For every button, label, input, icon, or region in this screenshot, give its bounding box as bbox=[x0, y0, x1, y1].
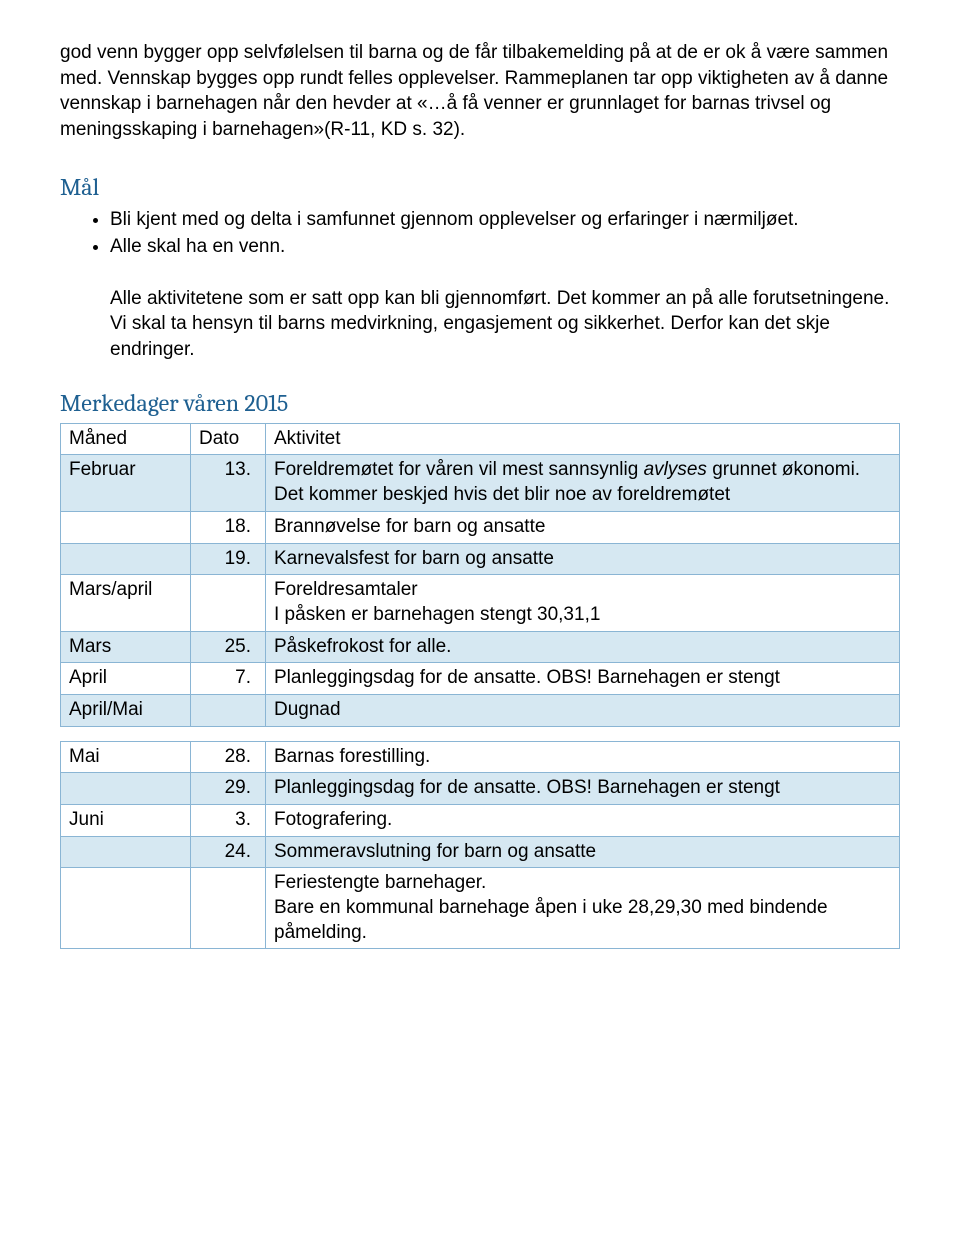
cell-month: Mars bbox=[61, 631, 191, 663]
cell-date: 29. bbox=[191, 773, 266, 805]
th-date: Dato bbox=[191, 423, 266, 455]
th-activity: Aktivitet bbox=[266, 423, 900, 455]
table-row: Februar13.Foreldremøtet for våren vil me… bbox=[61, 455, 900, 511]
goal-note: Alle aktivitetene som er satt opp kan bl… bbox=[60, 286, 900, 363]
cell-date: 28. bbox=[191, 741, 266, 773]
cell-month bbox=[61, 773, 191, 805]
table-row: Mars/april ForeldresamtalerI påsken er ba… bbox=[61, 575, 900, 631]
goal-item: Alle skal ha en venn. bbox=[110, 234, 900, 260]
cell-month bbox=[61, 543, 191, 575]
table-row: 24.Sommeravslutning for barn og ansatte bbox=[61, 836, 900, 868]
cell-month: April/Mai bbox=[61, 694, 191, 726]
schedule-table-2: Mai28.Barnas forestilling.29.Planlegging… bbox=[60, 741, 900, 950]
cell-date: 7. bbox=[191, 663, 266, 695]
cell-date: 13. bbox=[191, 455, 266, 511]
cell-month: Mai bbox=[61, 741, 191, 773]
cell-activity: ForeldresamtalerI påsken er barnehagen s… bbox=[266, 575, 900, 631]
goals-list: Bli kjent med og delta i samfunnet gjenn… bbox=[60, 207, 900, 260]
cell-month bbox=[61, 868, 191, 949]
table-header-row: Måned Dato Aktivitet bbox=[61, 423, 900, 455]
table-row: Mars25.Påskefrokost for alle. bbox=[61, 631, 900, 663]
table-row: 29.Planleggingsdag for de ansatte. OBS! … bbox=[61, 773, 900, 805]
cell-date: 25. bbox=[191, 631, 266, 663]
cell-month: Mars/april bbox=[61, 575, 191, 631]
th-month: Måned bbox=[61, 423, 191, 455]
goal-item: Bli kjent med og delta i samfunnet gjenn… bbox=[110, 207, 900, 233]
cell-month: Februar bbox=[61, 455, 191, 511]
cell-date: 3. bbox=[191, 805, 266, 837]
cell-activity: Fotografering. bbox=[266, 805, 900, 837]
cell-activity: Foreldremøtet for våren vil mest sannsyn… bbox=[266, 455, 900, 511]
cell-date bbox=[191, 694, 266, 726]
cell-activity: Karnevalsfest for barn og ansatte bbox=[266, 543, 900, 575]
cell-activity: Dugnad bbox=[266, 694, 900, 726]
table-row: Feriestengte barnehager.Bare en kommunal… bbox=[61, 868, 900, 949]
cell-date: 24. bbox=[191, 836, 266, 868]
cell-activity: Sommeravslutning for barn og ansatte bbox=[266, 836, 900, 868]
table-row: Mai28.Barnas forestilling. bbox=[61, 741, 900, 773]
cell-activity: Planleggingsdag for de ansatte. OBS! Bar… bbox=[266, 663, 900, 695]
cell-month: Juni bbox=[61, 805, 191, 837]
cell-month: April bbox=[61, 663, 191, 695]
table-row: April/Mai Dugnad bbox=[61, 694, 900, 726]
schedule-table-1: Måned Dato Aktivitet Februar13.Foreldrem… bbox=[60, 423, 900, 727]
intro-paragraph: god venn bygger opp selvfølelsen til bar… bbox=[60, 40, 900, 143]
cell-activity: Planleggingsdag for de ansatte. OBS! Bar… bbox=[266, 773, 900, 805]
cell-date bbox=[191, 575, 266, 631]
cell-month bbox=[61, 511, 191, 543]
cell-month bbox=[61, 836, 191, 868]
cell-activity: Feriestengte barnehager.Bare en kommunal… bbox=[266, 868, 900, 949]
cell-date bbox=[191, 868, 266, 949]
mal-heading: Mål bbox=[60, 173, 900, 201]
cell-activity: Brannøvelse for barn og ansatte bbox=[266, 511, 900, 543]
cell-date: 18. bbox=[191, 511, 266, 543]
table-row: Juni3.Fotografering. bbox=[61, 805, 900, 837]
table-row: April7.Planleggingsdag for de ansatte. O… bbox=[61, 663, 900, 695]
table-row: 18.Brannøvelse for barn og ansatte bbox=[61, 511, 900, 543]
cell-activity: Påskefrokost for alle. bbox=[266, 631, 900, 663]
table-row: 19.Karnevalsfest for barn og ansatte bbox=[61, 543, 900, 575]
cell-activity: Barnas forestilling. bbox=[266, 741, 900, 773]
cell-date: 19. bbox=[191, 543, 266, 575]
merkedager-heading: Merkedager våren 2015 bbox=[60, 389, 900, 417]
